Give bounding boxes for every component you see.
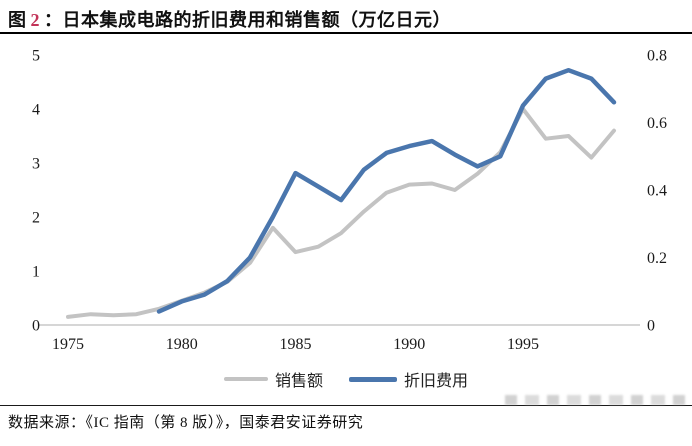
axis-tick-label: 0.4 xyxy=(647,183,667,200)
depreciation-line-swatch xyxy=(349,376,397,382)
watermark-smudge xyxy=(505,395,685,405)
figure-number: 2 xyxy=(30,10,40,30)
title-separator-line xyxy=(0,32,692,34)
axis-tick-label: 0.2 xyxy=(647,250,667,267)
legend-label-sales: 销售额 xyxy=(274,373,323,390)
axis-tick-label: 0 xyxy=(32,318,40,335)
legend-item-depreciation: 折旧费用 xyxy=(349,367,468,391)
sales-line xyxy=(66,107,616,319)
axis-tick-label: 1975 xyxy=(52,336,84,353)
depreciation-line xyxy=(156,67,617,314)
footer-separator-line xyxy=(0,405,692,406)
chart-legend: 销售额 折旧费用 xyxy=(0,367,692,391)
axis-tick-label: 4 xyxy=(32,102,40,119)
axis-tick-label: 1 xyxy=(32,264,40,281)
figure-title: 图 2 ：日本集成电路的折旧费用和销售额（万亿日元） xyxy=(8,6,451,32)
legend-label-depreciation: 折旧费用 xyxy=(404,373,469,390)
figure-title-text: ：日本集成电路的折旧费用和销售额（万亿日元） xyxy=(44,10,451,30)
axis-tick-label: 2 xyxy=(32,210,40,227)
axis-tick-label: 1990 xyxy=(393,336,425,353)
axis-tick-label: 1985 xyxy=(280,336,312,353)
axis-tick-label: 5 xyxy=(32,48,40,65)
legend-item-sales: 销售额 xyxy=(223,367,323,391)
sales-line-swatch xyxy=(223,377,268,381)
axis-tick-label: 1980 xyxy=(166,336,198,353)
axis-tick-label: 0 xyxy=(647,318,655,335)
figure-label-prefix: 图 xyxy=(8,10,27,30)
axis-tick-label: 1995 xyxy=(507,336,539,353)
axis-tick-labels: 0 1 2 3 4 5 0 0.2 0.4 0.6 0.8 1975 1980 1985 1990 1995 xyxy=(32,48,667,354)
data-source-text: 数据来源：《IC 指南（第 8 版）》，国泰君安证券研究 xyxy=(8,415,364,431)
axis-tick-label: 3 xyxy=(32,156,40,173)
axis-tick-label: 0.8 xyxy=(647,48,667,65)
axis-tick-label: 0.6 xyxy=(647,115,667,132)
